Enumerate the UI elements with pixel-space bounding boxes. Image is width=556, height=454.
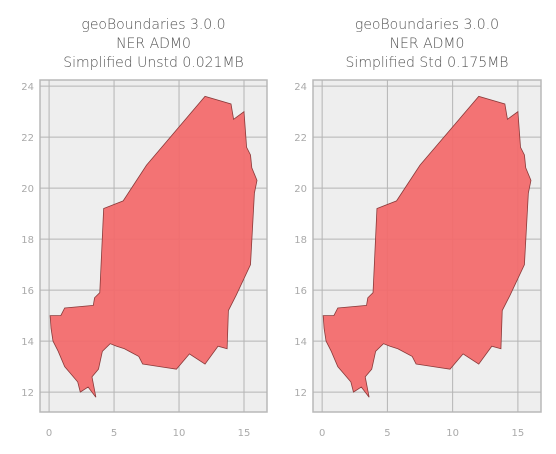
x-tick-label: 5 — [111, 428, 117, 439]
y-tick-label: 24 — [21, 82, 34, 93]
x-tick-label: 10 — [173, 428, 186, 439]
chart-title: geoBoundaries 3.0.0 — [355, 17, 499, 33]
y-tick-label: 18 — [21, 235, 34, 246]
x-tick-label: 15 — [238, 428, 251, 439]
y-tick-label: 16 — [21, 286, 34, 297]
x-tick-label: 5 — [384, 428, 390, 439]
y-tick-label: 20 — [21, 184, 34, 195]
y-tick-label: 12 — [21, 388, 34, 399]
chart-title: Simplified Std 0.175MB — [346, 55, 509, 71]
country-shape — [49, 95, 258, 398]
x-tick-label: 0 — [319, 428, 325, 439]
y-tick-label: 14 — [21, 337, 34, 348]
chart-title: Simplified Unstd 0.021MB — [63, 55, 243, 71]
y-tick-label: 18 — [294, 235, 307, 246]
x-tick-label: 10 — [446, 428, 459, 439]
y-tick-label: 20 — [294, 184, 307, 195]
chart-title: NER ADM0 — [116, 36, 191, 52]
chart-title: NER ADM0 — [390, 36, 465, 52]
x-tick-label: 15 — [512, 428, 525, 439]
y-tick-label: 14 — [294, 337, 307, 348]
y-tick-label: 12 — [294, 388, 307, 399]
y-tick-label: 16 — [294, 286, 307, 297]
y-tick-label: 24 — [294, 82, 307, 93]
y-tick-label: 22 — [21, 133, 34, 144]
chart-title: geoBoundaries 3.0.0 — [81, 17, 225, 33]
y-tick-label: 22 — [294, 133, 307, 144]
x-tick-label: 0 — [46, 428, 52, 439]
country-shape — [322, 95, 532, 398]
